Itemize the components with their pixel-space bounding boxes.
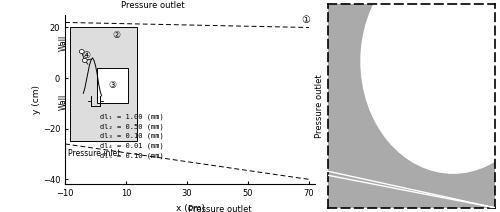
Text: Wall: Wall [59,93,68,110]
Circle shape [82,58,87,62]
Polygon shape [328,171,495,208]
Text: ②: ② [113,31,121,40]
Circle shape [361,0,500,173]
Text: Pressure outlet: Pressure outlet [120,1,184,10]
Polygon shape [328,175,495,208]
Text: Pressure inlet: Pressure inlet [68,149,120,158]
Text: dl₄ = 0.01 (mm): dl₄ = 0.01 (mm) [100,142,164,149]
Text: ④: ④ [82,51,90,60]
Text: dl₁ = 1.00 (mm): dl₁ = 1.00 (mm) [100,114,164,120]
Y-axis label: y (cm): y (cm) [32,85,41,114]
Text: dl₅ = 0.10 (mm): dl₅ = 0.10 (mm) [100,152,164,159]
Text: Pressure outlet: Pressure outlet [316,74,324,138]
Circle shape [80,50,84,54]
Bar [70,28,136,141]
Text: ③: ③ [108,81,116,90]
Bar [97,68,128,103]
Text: dl₂ = 0.50 (mm): dl₂ = 0.50 (mm) [100,123,164,130]
X-axis label: x (cm): x (cm) [176,204,204,212]
Text: dl₃ = 0.10 (mm): dl₃ = 0.10 (mm) [100,133,164,139]
Text: Wall: Wall [59,35,68,51]
Text: Pressure outlet: Pressure outlet [188,205,252,212]
Text: ①: ① [302,15,310,25]
